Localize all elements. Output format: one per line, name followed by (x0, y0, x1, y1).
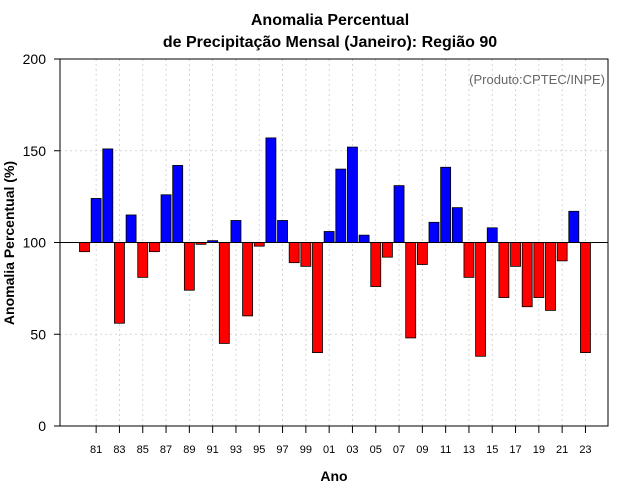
x-tick-label: 09 (416, 444, 428, 456)
bar-13 (463, 242, 475, 278)
bar-22 (568, 210, 580, 243)
bar-81 (90, 198, 102, 243)
x-tick-label: 95 (253, 444, 265, 456)
bar-84 (125, 214, 137, 243)
bar-16 (498, 242, 510, 298)
bar-10 (428, 221, 440, 243)
x-tick-label: 23 (579, 444, 591, 456)
x-tick-label: 85 (137, 444, 149, 456)
bar-07 (393, 185, 405, 243)
bar-23 (580, 242, 591, 353)
bar-09 (416, 242, 428, 265)
chart-title-line-2: de Precipitação Mensal (Janeiro): Região… (163, 34, 497, 51)
x-tick-label: 01 (323, 444, 335, 456)
bar-88 (172, 165, 184, 243)
bar-19 (533, 242, 545, 298)
x-tick-label: 83 (113, 444, 125, 456)
x-tick-label: 13 (463, 444, 475, 456)
bar-01 (323, 231, 335, 243)
bar-95 (253, 242, 265, 247)
bar-82 (102, 148, 114, 243)
bar-94 (242, 242, 254, 317)
bar-99 (300, 242, 312, 267)
y-tick-label: 150 (23, 143, 47, 159)
bar-80 (79, 242, 90, 253)
x-tick-label: 05 (370, 444, 382, 456)
x-tick-label: 21 (556, 444, 568, 456)
y-tick-label: 50 (30, 326, 46, 342)
bar-15 (486, 227, 498, 243)
x-axis: 81 83 85 87 89 91 93 95 97 99 01 03 05 07 09 11 13 15 17 19… (90, 426, 592, 456)
bar-14 (475, 242, 487, 357)
y-tick-label: 0 (38, 418, 46, 434)
bar-97 (277, 220, 288, 243)
chart-title-line-1: Anomalia Percentual (251, 12, 409, 29)
bar-21 (556, 242, 568, 262)
bar-85 (137, 242, 149, 278)
y-axis: 0 50 100 150 200 (23, 51, 60, 434)
x-axis-title: Ano (320, 468, 347, 484)
x-tick-label: 07 (393, 444, 405, 456)
bar-17 (510, 242, 521, 267)
x-tick-label: 11 (440, 444, 451, 456)
bars (79, 137, 591, 357)
bar-12 (451, 207, 463, 243)
x-tick-label: 15 (486, 444, 498, 456)
x-tick-label: 91 (207, 444, 219, 456)
y-tick-label: 100 (23, 235, 47, 251)
bar-00 (312, 242, 323, 353)
x-tick-label: 93 (230, 444, 242, 456)
x-tick-label: 19 (533, 444, 545, 456)
x-tick-label: 81 (90, 444, 102, 456)
bar-98 (288, 242, 300, 264)
bar-20 (545, 242, 556, 311)
bar-06 (381, 242, 393, 258)
bar-93 (230, 220, 242, 243)
bar-04 (358, 234, 370, 243)
bar-83 (114, 242, 125, 324)
x-tick-label: 99 (300, 444, 312, 456)
bar-05 (370, 242, 382, 287)
x-tick-label: 87 (160, 444, 172, 456)
bar-18 (521, 242, 533, 308)
credit-label: (Produto:CPTEC/INPE) (469, 72, 605, 87)
bar-02 (335, 168, 347, 243)
bar-87 (160, 194, 172, 243)
bar-11 (440, 166, 452, 243)
bar-96 (265, 137, 277, 243)
y-tick-label: 200 (23, 51, 47, 67)
bar-03 (347, 146, 358, 243)
x-tick-label: 17 (509, 444, 521, 456)
bar-92 (218, 242, 230, 344)
bar-86 (148, 242, 160, 253)
x-tick-label: 97 (276, 444, 288, 456)
x-tick-label: 03 (346, 444, 358, 456)
grid-lines (60, 59, 608, 426)
bar-08 (405, 242, 417, 339)
x-tick-label: 89 (183, 444, 195, 456)
y-axis-title: Anomalia Percentual (%) (1, 161, 17, 325)
bar-89 (183, 242, 195, 291)
